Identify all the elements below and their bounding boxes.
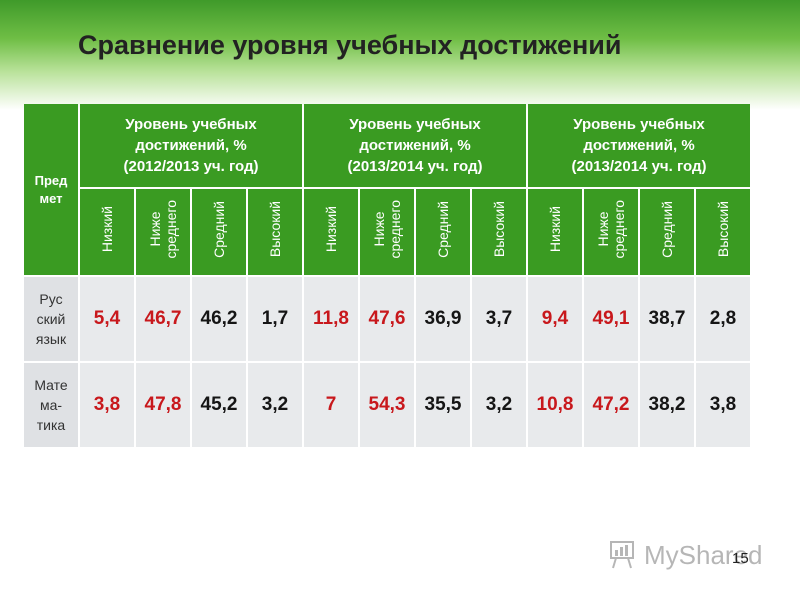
period-header-line: достижений, % <box>359 137 471 154</box>
value-cell: 7 <box>304 363 358 447</box>
period-header-line: достижений, % <box>135 137 247 154</box>
value-cell: 45,2 <box>192 363 246 447</box>
subject-line: язык <box>35 331 67 347</box>
value-cell: 35,5 <box>416 363 470 447</box>
level-header: Ниже среднего <box>360 189 414 275</box>
subject-column-header: Пред мет <box>24 104 78 275</box>
period-header-line: (2012/2013 уч. год) <box>123 158 259 175</box>
table-row: Рус ский язык 5,4 46,7 46,2 1,7 11,8 47,… <box>24 277 750 361</box>
value-cell: 46,7 <box>136 277 190 361</box>
level-label-line: среднего <box>163 200 179 259</box>
subject-line: тика <box>36 417 66 433</box>
level-label: Низкий <box>99 206 115 253</box>
period-header: Уровень учебных достижений, % (2013/2014… <box>528 104 750 187</box>
period-header-line: достижений, % <box>583 137 695 154</box>
value-cell: 9,4 <box>528 277 582 361</box>
value-cell: 1,7 <box>248 277 302 361</box>
slide-title: Сравнение уровня учебных достижений <box>78 30 622 60</box>
value-cell: 47,8 <box>136 363 190 447</box>
subject-cell: Рус ский язык <box>24 277 78 361</box>
level-label: Низкий <box>547 206 563 253</box>
value-cell: 3,2 <box>472 363 526 447</box>
value-cell: 3,7 <box>472 277 526 361</box>
level-label: Средний <box>659 201 675 258</box>
level-header: Средний <box>640 189 694 275</box>
level-header: Средний <box>192 189 246 275</box>
subject-line: ский <box>36 311 66 327</box>
period-header: Уровень учебных достижений, % (2013/2014… <box>304 104 526 187</box>
value-cell: 3,8 <box>696 363 750 447</box>
level-label: Высокий <box>715 201 731 258</box>
logo-text: MyShared <box>644 539 763 570</box>
period-header-line: Уровень учебных <box>125 116 257 133</box>
subject-line: ма- <box>39 397 63 413</box>
subject-cell: Мате ма- тика <box>24 363 78 447</box>
level-label: Ниже среднего <box>147 200 179 259</box>
level-label-line: Ниже <box>371 211 387 248</box>
value-cell: 49,1 <box>584 277 638 361</box>
level-label-line: Ниже <box>595 211 611 248</box>
value-cell: 54,3 <box>360 363 414 447</box>
value-cell: 47,6 <box>360 277 414 361</box>
level-header: Ниже среднего <box>584 189 638 275</box>
level-header-row: Низкий Ниже среднего Средний Высокий Низк… <box>24 189 750 275</box>
level-header: Высокий <box>472 189 526 275</box>
level-label-line: среднего <box>387 200 403 259</box>
value-cell: 47,2 <box>584 363 638 447</box>
value-cell: 38,7 <box>640 277 694 361</box>
period-header-row: Пред мет Уровень учебных достижений, % (… <box>24 104 750 275</box>
level-header: Средний <box>416 189 470 275</box>
period-header-line: Уровень учебных <box>573 116 705 133</box>
level-label: Средний <box>211 201 227 258</box>
level-header: Высокий <box>696 189 750 275</box>
value-cell: 38,2 <box>640 363 694 447</box>
value-cell: 3,8 <box>80 363 134 447</box>
level-label: Высокий <box>491 201 507 258</box>
level-header: Ниже среднего <box>136 189 190 275</box>
value-cell: 10,8 <box>528 363 582 447</box>
level-header: Низкий <box>80 189 134 275</box>
level-label: Высокий <box>267 201 283 258</box>
value-cell: 46,2 <box>192 277 246 361</box>
level-header: Высокий <box>248 189 302 275</box>
level-label: Средний <box>435 201 451 258</box>
value-cell: 36,9 <box>416 277 470 361</box>
value-cell: 5,4 <box>80 277 134 361</box>
level-header: Низкий <box>304 189 358 275</box>
subject-line: Рус <box>39 291 63 307</box>
value-cell: 2,8 <box>696 277 750 361</box>
value-cell: 11,8 <box>304 277 358 361</box>
period-header: Уровень учебных достижений, % (2012/2013… <box>80 104 302 187</box>
level-label-line: Ниже <box>147 211 163 248</box>
myshared-logo: MyShared <box>607 538 763 572</box>
table-row: Мате ма- тика 3,8 47,8 45,2 3,2 7 54,3 3… <box>24 363 750 447</box>
level-label: Низкий <box>323 206 339 253</box>
achievement-table: Пред мет Уровень учебных достижений, % (… <box>22 102 752 449</box>
level-label: Ниже среднего <box>371 200 403 259</box>
page-number: 15 <box>732 550 749 567</box>
value-cell: 3,2 <box>248 363 302 447</box>
level-label: Ниже среднего <box>595 200 627 259</box>
subject-header-line: мет <box>39 190 63 206</box>
subject-line: Мате <box>34 377 68 393</box>
level-header: Низкий <box>528 189 582 275</box>
period-header-line: (2013/2014 уч. год) <box>571 158 707 175</box>
period-header-line: (2013/2014 уч. год) <box>347 158 483 175</box>
subject-header-line: Пред <box>34 172 68 188</box>
period-header-line: Уровень учебных <box>349 116 481 133</box>
header-gradient-band <box>0 0 800 110</box>
presentation-board-icon <box>610 541 634 569</box>
level-label-line: среднего <box>611 200 627 259</box>
